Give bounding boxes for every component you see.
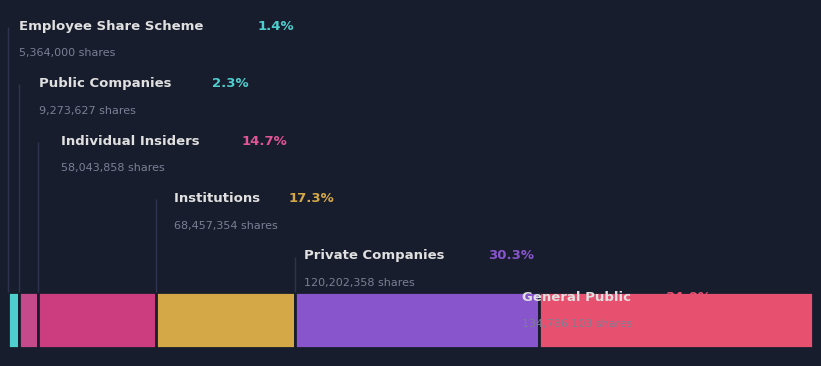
Text: 9,273,627 shares: 9,273,627 shares <box>39 106 135 116</box>
Text: 2.3%: 2.3% <box>212 77 249 90</box>
Text: Institutions: Institutions <box>174 192 264 205</box>
Text: 14.7%: 14.7% <box>241 135 287 147</box>
Text: Employee Share Scheme: Employee Share Scheme <box>19 20 208 33</box>
Text: 17.3%: 17.3% <box>289 192 334 205</box>
Text: 134,786,103 shares: 134,786,103 shares <box>521 319 632 329</box>
Text: 68,457,354 shares: 68,457,354 shares <box>174 221 277 231</box>
Bar <box>8 292 20 348</box>
Text: 30.3%: 30.3% <box>488 249 534 262</box>
Bar <box>38 292 156 348</box>
Text: 58,043,858 shares: 58,043,858 shares <box>61 163 164 173</box>
Text: 5,364,000 shares: 5,364,000 shares <box>19 49 115 59</box>
Text: Public Companies: Public Companies <box>39 77 176 90</box>
Bar <box>539 292 813 348</box>
Text: 1.4%: 1.4% <box>258 20 294 33</box>
Bar <box>156 292 296 348</box>
Text: 34.0%: 34.0% <box>665 291 711 304</box>
Bar <box>20 292 38 348</box>
Text: Individual Insiders: Individual Insiders <box>61 135 204 147</box>
Text: 120,202,358 shares: 120,202,358 shares <box>305 278 415 288</box>
Text: Private Companies: Private Companies <box>305 249 449 262</box>
Bar <box>296 292 539 348</box>
Text: General Public: General Public <box>521 291 635 304</box>
